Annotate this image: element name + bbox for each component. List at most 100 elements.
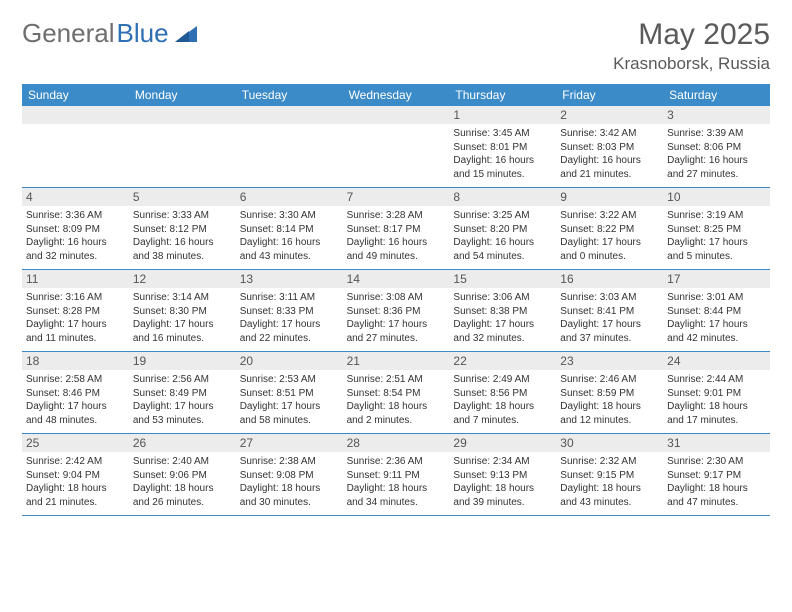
day-info-line: Sunrise: 2:36 AM xyxy=(347,455,446,469)
day-info: Sunrise: 3:42 AMSunset: 8:03 PMDaylight:… xyxy=(560,127,659,181)
logo: General Blue xyxy=(22,18,197,49)
day-info: Sunrise: 2:51 AMSunset: 8:54 PMDaylight:… xyxy=(347,373,446,427)
day-info-line: Daylight: 18 hours xyxy=(453,400,552,414)
day-info-line: Sunset: 8:12 PM xyxy=(133,223,232,237)
day-info-line: Sunrise: 3:22 AM xyxy=(560,209,659,223)
weekday-cell: Wednesday xyxy=(343,84,450,106)
day-info-line: and 53 minutes. xyxy=(133,414,232,428)
day-info: Sunrise: 3:22 AMSunset: 8:22 PMDaylight:… xyxy=(560,209,659,263)
day-cell: 11Sunrise: 3:16 AMSunset: 8:28 PMDayligh… xyxy=(22,270,129,351)
weekday-cell: Monday xyxy=(129,84,236,106)
day-cell: 4Sunrise: 3:36 AMSunset: 8:09 PMDaylight… xyxy=(22,188,129,269)
day-info-line: Sunrise: 2:49 AM xyxy=(453,373,552,387)
day-info-line: Sunset: 8:38 PM xyxy=(453,305,552,319)
day-cell: 23Sunrise: 2:46 AMSunset: 8:59 PMDayligh… xyxy=(556,352,663,433)
day-cell: 16 Sunrise: 3:03 AMSunset: 8:41 PMDayligh… xyxy=(556,270,663,351)
day-info: Sunrise: 2:49 AMSunset: 8:56 PMDaylight:… xyxy=(453,373,552,427)
day-info: Sunrise: 3:01 AMSunset: 8:44 PMDaylight:… xyxy=(667,291,766,345)
day-info: Sunrise: 3:36 AMSunset: 8:09 PMDaylight:… xyxy=(26,209,125,263)
day-cell: 19 Sunrise: 2:56 AMSunset: 8:49 PMDayligh… xyxy=(129,352,236,433)
day-number: 19 xyxy=(129,352,236,370)
day-info-line: Daylight: 18 hours xyxy=(240,482,339,496)
day-info-line: Sunrise: 2:42 AM xyxy=(26,455,125,469)
day-info: Sunrise: 2:56 AMSunset: 8:49 PMDaylight:… xyxy=(133,373,232,427)
day-info-line: Sunrise: 2:58 AM xyxy=(26,373,125,387)
page-header: General Blue May 2025 Krasnoborsk, Russi… xyxy=(22,18,770,74)
day-info: Sunrise: 2:46 AMSunset: 8:59 PMDaylight:… xyxy=(560,373,659,427)
day-number: 3 xyxy=(663,106,770,124)
day-info-line: and 32 minutes. xyxy=(26,250,125,264)
day-cell: 25Sunrise: 2:42 AMSunset: 9:04 PMDayligh… xyxy=(22,434,129,515)
day-cell xyxy=(129,106,236,187)
day-cell xyxy=(22,106,129,187)
day-info-line: Daylight: 17 hours xyxy=(453,318,552,332)
day-info-line: and 2 minutes. xyxy=(347,414,446,428)
day-cell: 5Sunrise: 3:33 AMSunset: 8:12 PMDaylight… xyxy=(129,188,236,269)
day-info-line: Sunrise: 2:30 AM xyxy=(667,455,766,469)
day-info-line: Sunrise: 3:45 AM xyxy=(453,127,552,141)
day-info-line: Daylight: 17 hours xyxy=(667,318,766,332)
day-info-line: and 37 minutes. xyxy=(560,332,659,346)
day-info-line: Daylight: 16 hours xyxy=(667,154,766,168)
day-info-line: Sunrise: 3:19 AM xyxy=(667,209,766,223)
day-cell: 24Sunrise: 2:44 AMSunset: 9:01 PMDayligh… xyxy=(663,352,770,433)
day-info-line: Sunrise: 3:28 AM xyxy=(347,209,446,223)
day-info-line: Sunset: 8:59 PM xyxy=(560,387,659,401)
day-info-line: Daylight: 17 hours xyxy=(240,400,339,414)
day-info-line: Sunrise: 3:14 AM xyxy=(133,291,232,305)
day-info-line: Daylight: 17 hours xyxy=(347,318,446,332)
day-info: Sunrise: 3:03 AMSunset: 8:41 PMDaylight:… xyxy=(560,291,659,345)
day-info-line: Daylight: 18 hours xyxy=(667,482,766,496)
day-info-line: Sunrise: 3:08 AM xyxy=(347,291,446,305)
day-number: 16 xyxy=(556,270,663,288)
day-info-line: Sunset: 8:30 PM xyxy=(133,305,232,319)
day-cell: 6Sunrise: 3:30 AMSunset: 8:14 PMDaylight… xyxy=(236,188,343,269)
day-info-line: Daylight: 18 hours xyxy=(560,400,659,414)
day-info-line: Sunrise: 3:11 AM xyxy=(240,291,339,305)
day-info-line: Daylight: 17 hours xyxy=(26,400,125,414)
day-info-line: Sunrise: 2:46 AM xyxy=(560,373,659,387)
day-info-line: and 27 minutes. xyxy=(347,332,446,346)
day-number: 15 xyxy=(449,270,556,288)
day-info-line: Sunset: 8:33 PM xyxy=(240,305,339,319)
day-number: 12 xyxy=(129,270,236,288)
day-info-line: Sunset: 8:51 PM xyxy=(240,387,339,401)
day-info-line: Daylight: 17 hours xyxy=(240,318,339,332)
day-info-line: Sunrise: 2:53 AM xyxy=(240,373,339,387)
weekday-cell: Tuesday xyxy=(236,84,343,106)
header-right: May 2025 Krasnoborsk, Russia xyxy=(613,18,770,74)
day-number: 8 xyxy=(449,188,556,206)
day-info-line: Sunset: 9:11 PM xyxy=(347,469,446,483)
week-row: 18Sunrise: 2:58 AMSunset: 8:46 PMDayligh… xyxy=(22,352,770,434)
day-info: Sunrise: 2:34 AMSunset: 9:13 PMDaylight:… xyxy=(453,455,552,509)
day-info-line: Sunrise: 3:01 AM xyxy=(667,291,766,305)
day-info-line: Sunset: 9:06 PM xyxy=(133,469,232,483)
day-info-line: Daylight: 17 hours xyxy=(667,236,766,250)
day-info-line: Sunrise: 3:16 AM xyxy=(26,291,125,305)
day-number: 18 xyxy=(22,352,129,370)
day-info-line: and 26 minutes. xyxy=(133,496,232,510)
day-number: 13 xyxy=(236,270,343,288)
calendar: SundayMondayTuesdayWednesdayThursdayFrid… xyxy=(22,84,770,516)
day-info-line: and 58 minutes. xyxy=(240,414,339,428)
day-info-line: Sunset: 8:28 PM xyxy=(26,305,125,319)
day-number: 26 xyxy=(129,434,236,452)
day-number: 24 xyxy=(663,352,770,370)
day-info-line: and 47 minutes. xyxy=(667,496,766,510)
day-info: Sunrise: 3:06 AMSunset: 8:38 PMDaylight:… xyxy=(453,291,552,345)
day-cell: 1Sunrise: 3:45 AMSunset: 8:01 PMDaylight… xyxy=(449,106,556,187)
day-info-line: and 22 minutes. xyxy=(240,332,339,346)
day-number: 17 xyxy=(663,270,770,288)
day-info-line: and 54 minutes. xyxy=(453,250,552,264)
day-info-line: Daylight: 18 hours xyxy=(667,400,766,414)
day-cell: 29 Sunrise: 2:34 AMSunset: 9:13 PMDayligh… xyxy=(449,434,556,515)
day-info-line: Sunset: 8:49 PM xyxy=(133,387,232,401)
day-info-line: and 12 minutes. xyxy=(560,414,659,428)
day-info: Sunrise: 2:36 AMSunset: 9:11 PMDaylight:… xyxy=(347,455,446,509)
day-info-line: Sunrise: 2:40 AM xyxy=(133,455,232,469)
day-number: 29 xyxy=(449,434,556,452)
weekday-header-row: SundayMondayTuesdayWednesdayThursdayFrid… xyxy=(22,84,770,106)
day-info-line: and 43 minutes. xyxy=(560,496,659,510)
day-info-line: Sunset: 8:22 PM xyxy=(560,223,659,237)
day-info-line: Sunrise: 3:25 AM xyxy=(453,209,552,223)
